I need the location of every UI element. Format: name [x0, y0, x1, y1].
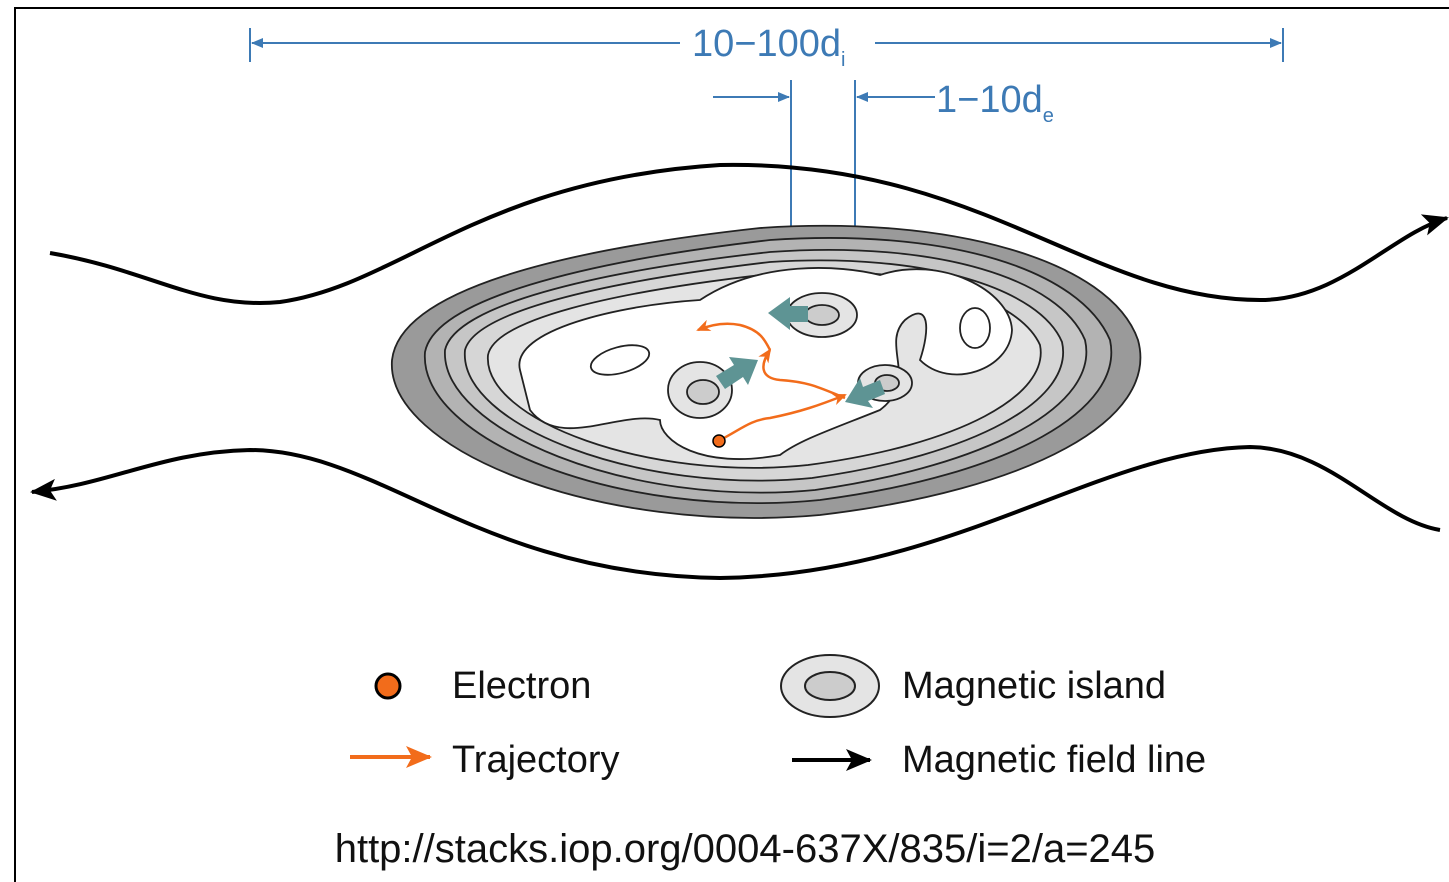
electron: [713, 435, 725, 447]
legend-label: Magnetic island: [902, 665, 1166, 707]
source-url: http://stacks.iop.org/0004-637X/835/i=2/…: [335, 827, 1156, 871]
diagram: 10−100di 1−10de Electron Magne: [0, 0, 1449, 882]
dimension-label: 10−100di: [692, 23, 845, 71]
legend-label: Magnetic field line: [902, 739, 1206, 781]
legend-electron-icon: [376, 674, 400, 698]
legend-label: Trajectory: [452, 739, 620, 781]
legend-label: Electron: [452, 665, 591, 707]
dimension-label: 1−10de: [936, 79, 1054, 127]
page: 10−100di 1−10de Electron Magne: [0, 0, 1449, 882]
legend-island-icon-inner: [805, 672, 855, 700]
magnetic-island: [392, 226, 1141, 518]
